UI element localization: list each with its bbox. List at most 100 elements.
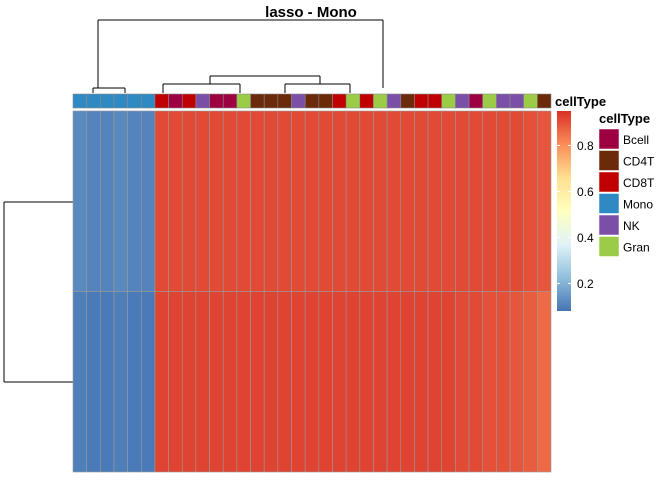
heatmap-cell [154,110,169,292]
row-dendrogram [3,201,73,383]
annotation-cell [72,93,87,109]
annotation-cell [209,93,224,109]
legend-swatch-gran [598,236,620,257]
heatmap-cell [345,110,361,292]
heatmap-cell [523,110,538,292]
heatmap-cell [359,291,374,473]
heatmap-cell [455,291,470,473]
heatmap-cell [427,110,443,292]
heatmap-cell [304,110,320,292]
annotation-cell [400,93,415,109]
heatmap-cell [263,291,279,473]
heatmap-cell [332,110,347,292]
heatmap-cell [127,291,142,473]
heatmap-cell [291,291,306,473]
heatmap-cell [236,291,251,473]
heatmap-cell [345,291,361,473]
heatmap-cell [181,110,197,292]
column-dendrogram [92,19,384,93]
heatmap-cell [359,110,374,292]
heatmap-cell [482,291,497,473]
heatmap-cell [468,110,484,292]
heatmap-cell [496,110,511,292]
annotation-cell [359,93,374,109]
colorbar [557,111,571,311]
legend-swatch-bcell [598,128,620,150]
annotation-cell [222,93,238,109]
heatmap-cell [400,291,415,473]
heatmap-cell [277,110,292,292]
legend-label-cd4t: CD4T [623,155,655,169]
heatmap-cell [86,291,101,473]
legend-label-cd8t: CD8T [623,176,655,190]
heatmap-cell [86,110,101,292]
heatmap-cell [100,110,115,292]
heatmap-cell [140,291,156,473]
chart-title: lasso - Mono [265,4,357,21]
colorbar-tick-label: 0.8 [577,139,594,153]
annotation-cell [496,93,511,109]
annotation-cell [100,93,115,109]
legend-title: cellType [599,111,650,126]
annotation-cell [482,93,497,109]
colorbar-tick-label: 0.4 [577,231,594,245]
annotation-cell [236,93,251,109]
heatmap-cell [127,110,142,292]
heatmap-cell [304,291,320,473]
annotation-cell [304,93,320,109]
annotation-cell [250,93,265,109]
celltype-annotation-row [72,93,552,109]
heatmap-cell [400,110,415,292]
heatmap-cell [373,291,388,473]
annotation-cell [441,93,456,109]
colorbar-tick-label: 0.2 [577,277,594,291]
annotation-cell [345,93,361,109]
annotation-cell [181,93,197,109]
colorbar-ticks: 0.2 0.4 0.6 0.8 [557,139,594,291]
heatmap-cell [277,291,292,473]
heatmap-cell [236,110,251,292]
heatmap-cell [113,291,128,473]
heatmap-cell [496,291,511,473]
heatmap-cell [482,110,497,292]
heatmap-cell [441,110,456,292]
heatmap-cell [441,291,456,473]
annotation-cell [455,93,470,109]
heatmap-cell [209,291,224,473]
heatmap-cell [181,291,197,473]
annotation-cell [86,93,101,109]
annotation-cell [140,93,156,109]
heatmap-cell [523,291,538,473]
annotation-cell [373,93,388,109]
heatmap-cell [414,291,429,473]
colorbar-tick-label: 0.6 [577,185,594,199]
annotation-cell [523,93,538,109]
heatmap-cell [386,291,402,473]
heatmap-cell [386,110,402,292]
legend-swatch-cd4t [598,150,620,171]
legend-entries: Bcell CD4T CD8T Mono NK Gran [598,128,655,257]
annotation-cell [332,93,347,109]
heatmap-cell [427,291,443,473]
heatmap-cell [154,291,169,473]
legend-label-nk: NK [623,219,640,233]
heatmap-cell [250,110,265,292]
heatmap-cell [168,291,183,473]
heatmap-cell [263,110,279,292]
heatmap-cell [537,291,552,473]
heatmap-cell [509,291,524,473]
annotation-cell [386,93,402,109]
annotation-cell [195,93,210,109]
annotation-cell [414,93,429,109]
annotation-row-label: cellType [555,94,606,109]
heatmap-cell [195,110,210,292]
heatmap-cell [414,110,429,292]
annotation-cell [113,93,128,109]
heatmap-cell [318,110,333,292]
heatmap-cell [195,291,210,473]
annotation-cell [263,93,279,109]
heatmap-cell [72,110,87,292]
annotation-cell [168,93,183,109]
heatmap-cell [537,110,552,292]
